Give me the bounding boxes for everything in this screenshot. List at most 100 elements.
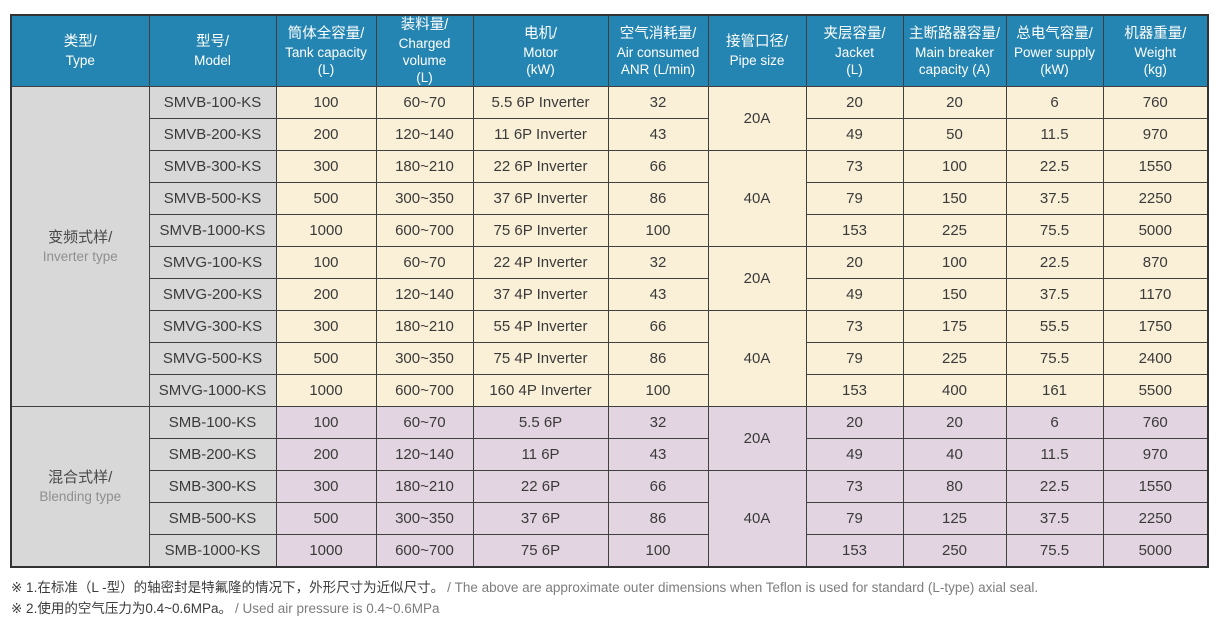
jacket-capacity-cell: 153 [805,374,904,407]
table-row: SMVG-300-KS 300 180~210 55 4P Inverter 66 40A… [11,310,1209,407]
power-supply-cell: 75.5 [1005,342,1104,375]
col-header-air-consumed-unit: ANR (L/min) [620,61,696,77]
main-breaker-cell: 150 [902,278,1007,311]
spec-table: 类型/Type 型号/Model 筒体全容量/Tank capacity (L) 装料量… [10,14,1209,568]
table-row: SMVG-200-KS 200 120~140 37 4P Inverter 43 49 1… [11,278,1209,311]
tank-capacity-cell: 200 [275,118,377,151]
air-consumed-cell: 86 [607,182,709,215]
air-consumed-cell: 66 [607,150,709,183]
tank-capacity-cell: 300 [275,150,377,183]
jacket-capacity-cell: 49 [805,278,904,311]
type-cell: 混合式样/Blending type [10,406,150,567]
weight-cell: 1550 [1102,470,1209,503]
tank-capacity-cell: 500 [275,342,377,375]
jacket-capacity-cell: 79 [805,502,904,535]
type-label-chinese: 变频式样/ [48,229,113,246]
footnote-1-chinese: ※ 1.在标准（L -型）的轴密封是特氟隆的情况下，外形尺寸为近似尺寸。 [11,580,445,595]
col-header-power-supply-en: Power supply [1013,44,1096,60]
power-supply-cell: 6 [1005,86,1104,119]
air-consumed-cell: 43 [607,118,709,151]
model-cell: SMVG-500-KS [148,342,277,375]
col-header-motor-unit: (kW) [526,61,555,77]
col-header-motor-zh: 电机/ [523,25,558,42]
motor-cell: 22 6P Inverter [472,150,609,183]
charged-volume-cell: 180~210 [375,310,474,343]
model-cell: SMVG-200-KS [148,278,277,311]
jacket-capacity-cell: 73 [805,150,904,183]
col-header-model: 型号/Model [148,14,277,87]
pipe-size-cell: 40A [707,310,807,407]
weight-cell: 760 [1102,86,1209,119]
charged-volume-cell: 120~140 [375,118,474,151]
power-supply-cell: 22.5 [1005,470,1104,503]
model-cell: SMB-200-KS [148,438,277,471]
charged-volume-cell: 120~140 [375,438,474,471]
power-supply-cell: 55.5 [1005,310,1104,343]
pipe-size-cell: 40A [707,150,807,247]
air-consumed-cell: 100 [607,214,709,247]
tank-capacity-cell: 300 [275,470,377,503]
jacket-capacity-cell: 153 [805,214,904,247]
air-consumed-cell: 43 [607,438,709,471]
motor-cell: 11 6P Inverter [472,118,609,151]
col-header-jacket: 夹层容量/Jacket (L) [805,14,904,87]
col-header-charged-volume-en: Charged volume [398,36,451,68]
weight-cell: 5000 [1102,214,1209,247]
table-row: SMVG-1000-KS 1000 600~700 160 4P Inverter 10… [11,374,1209,407]
power-supply-cell: 75.5 [1005,534,1104,567]
main-breaker-cell: 50 [902,118,1007,151]
pipe-size-cell: 40A [707,470,807,567]
air-consumed-cell: 86 [607,502,709,535]
col-header-weight-zh: 机器重量/ [1124,25,1187,42]
air-consumed-cell: 100 [607,534,709,567]
tank-capacity-cell: 200 [275,438,377,471]
main-breaker-cell: 175 [902,310,1007,343]
air-consumed-cell: 43 [607,278,709,311]
jacket-capacity-cell: 73 [805,470,904,503]
tank-capacity-cell: 300 [275,310,377,343]
air-consumed-cell: 32 [607,246,709,279]
col-header-main-breaker-en: Main breaker [915,44,994,60]
main-breaker-cell: 225 [902,342,1007,375]
jacket-capacity-cell: 153 [805,534,904,567]
weight-cell: 1750 [1102,310,1209,343]
jacket-capacity-cell: 79 [805,342,904,375]
power-supply-cell: 22.5 [1005,246,1104,279]
col-header-charged-volume-unit: (L) [416,70,433,85]
motor-cell: 5.5 6P [472,406,609,439]
motor-cell: 22 4P Inverter [472,246,609,279]
model-cell: SMVB-1000-KS [148,214,277,247]
model-cell: SMVG-1000-KS [148,374,277,407]
tank-capacity-cell: 500 [275,502,377,535]
tank-capacity-cell: 100 [275,246,377,279]
jacket-capacity-cell: 73 [805,310,904,343]
weight-cell: 1550 [1102,150,1209,183]
col-header-type-en: Type [65,53,95,68]
main-breaker-cell: 125 [902,502,1007,535]
col-header-power-supply-zh: 总电气容量/ [1016,25,1093,42]
tank-capacity-cell: 100 [275,86,377,119]
col-header-motor-en: Motor [523,44,558,60]
col-header-power-supply-unit: (kW) [1040,61,1069,77]
tank-capacity-cell: 200 [275,278,377,311]
charged-volume-cell: 300~350 [375,342,474,375]
pipe-size-cell: 20A [707,246,807,311]
col-header-weight-en: Weight [1134,44,1177,60]
main-breaker-cell: 40 [902,438,1007,471]
motor-cell: 75 4P Inverter [472,342,609,375]
main-breaker-cell: 250 [902,534,1007,567]
weight-cell: 2250 [1102,182,1209,215]
charged-volume-cell: 300~350 [375,182,474,215]
charged-volume-cell: 180~210 [375,470,474,503]
col-header-main-breaker-zh: 主断路器容量/ [908,25,1001,42]
weight-cell: 970 [1102,118,1209,151]
motor-cell: 75 6P [472,534,609,567]
col-header-tank-capacity-zh: 筒体全容量/ [287,25,365,42]
table-row: SMB-200-KS 200 120~140 11 6P 43 49 40 11.5 970 [11,438,1209,471]
col-header-jacket-unit: (L) [846,61,863,77]
power-supply-cell: 37.5 [1005,502,1104,535]
charged-volume-cell: 60~70 [375,246,474,279]
charged-volume-cell: 600~700 [375,534,474,567]
air-consumed-cell: 100 [607,374,709,407]
table-row: SMVG-500-KS 500 300~350 75 4P Inverter 86 79 2… [11,342,1209,375]
